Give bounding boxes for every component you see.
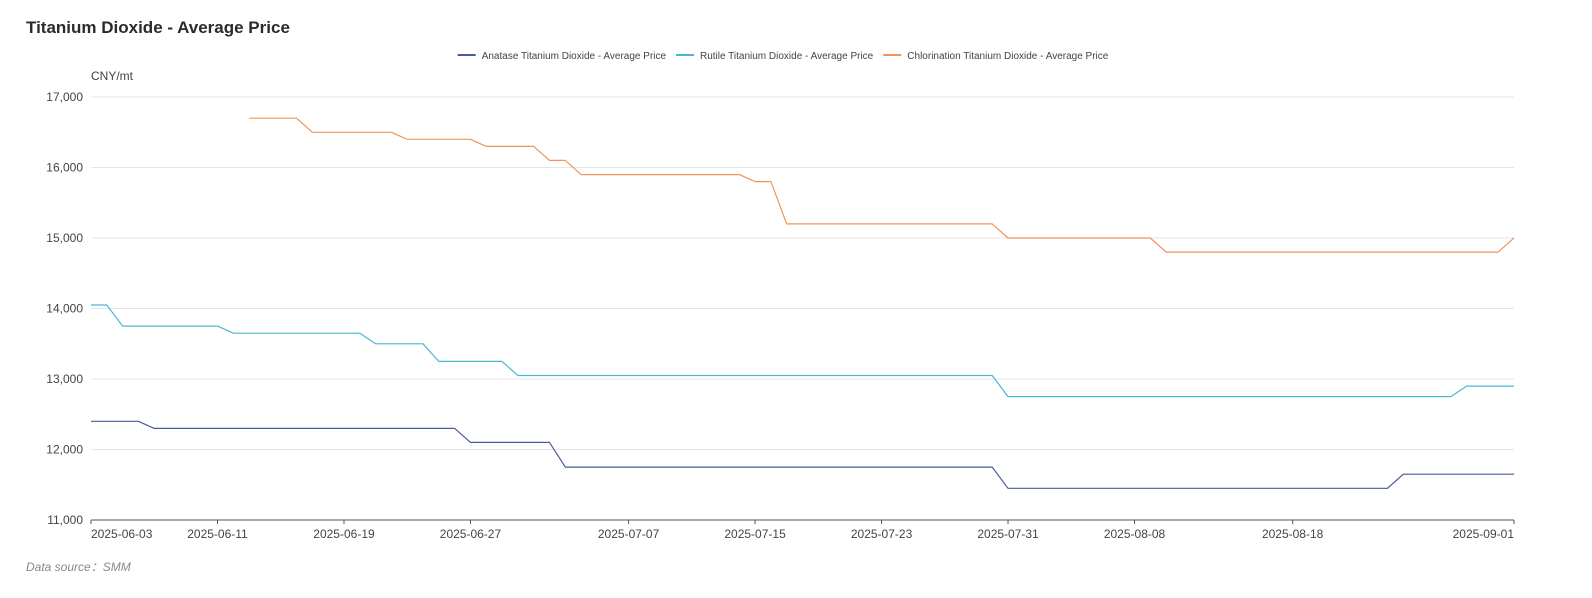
legend-item[interactable]: Anatase Titanium Dioxide - Average Price — [457, 51, 667, 62]
chart-title: Titanium Dioxide - Average Price — [26, 18, 290, 37]
x-tick-label: 2025-06-03 — [91, 527, 153, 541]
x-tick-label: 2025-06-11 — [187, 527, 248, 541]
legend-item[interactable]: Rutile Titanium Dioxide - Average Price — [676, 51, 874, 62]
legend-item[interactable]: Chlorination Titanium Dioxide - Average … — [883, 51, 1109, 62]
y-tick-label: 16,000 — [46, 161, 83, 175]
x-tick-label: 2025-06-19 — [313, 527, 375, 541]
x-tick-label: 2025-07-31 — [977, 527, 1039, 541]
y-tick-label: 12,000 — [46, 443, 83, 457]
y-axis-ticks: 11,000 12,000 13,000 14,000 15,000 16,000 17,0… — [46, 90, 83, 527]
series-lines — [91, 117, 1515, 489]
series-line[interactable] — [91, 304, 1514, 398]
data-source-note: Data source：SMM — [26, 560, 131, 574]
y-axis-unit-label: CNY/mt — [91, 69, 134, 83]
x-tick-label: 2025-07-15 — [724, 527, 786, 541]
y-tick-label: 13,000 — [46, 372, 83, 386]
y-tick-label: 15,000 — [46, 231, 83, 245]
x-tick-label: 2025-06-27 — [440, 527, 502, 541]
x-tick-label: 2025-08-08 — [1104, 527, 1166, 541]
y-tick-label: 14,000 — [46, 302, 83, 316]
legend[interactable]: Anatase Titanium Dioxide - Average Price… — [457, 51, 1109, 62]
series-line[interactable] — [91, 420, 1514, 489]
y-tick-label: 17,000 — [46, 90, 83, 104]
grid-lines — [91, 96, 1514, 450]
x-tick-label: 2025-09-01 — [1453, 527, 1515, 541]
y-tick-label: 11,000 — [47, 513, 83, 527]
legend-label: Rutile Titanium Dioxide - Average Price — [700, 51, 874, 62]
legend-label: Chlorination Titanium Dioxide - Average … — [907, 51, 1108, 62]
x-tick-label: 2025-07-23 — [851, 527, 913, 541]
x-tick-label: 2025-08-18 — [1262, 527, 1324, 541]
legend-label: Anatase Titanium Dioxide - Average Price — [482, 51, 667, 62]
series-line[interactable] — [249, 117, 1515, 253]
x-tick-label: 2025-07-07 — [598, 527, 660, 541]
x-axis-ticks: 2025-06-03 2025-06-11 2025-06-19 2025-06-27… — [90, 520, 1515, 541]
